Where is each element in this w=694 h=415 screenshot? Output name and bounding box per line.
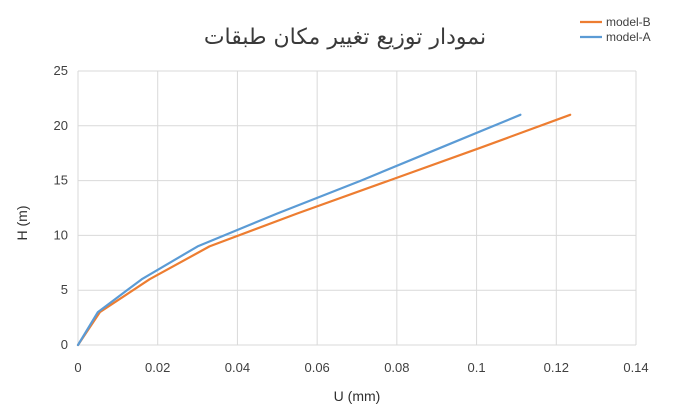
tick-labels: 0 5 10 15 20 25 0 0.02 0.04 0.06 0.08 0.1 0.12 0.14 [54, 63, 649, 375]
y-tick-label: 15 [54, 173, 68, 188]
x-tick-label: 0.08 [384, 360, 409, 375]
series-line-model-a [76, 113, 522, 347]
x-tick-label: 0.06 [304, 360, 329, 375]
x-axis-label: U (mm) [334, 388, 381, 404]
y-tick-label: 5 [61, 282, 68, 297]
chart-title: نمودار توزیع تغییر مکان طبقات [204, 25, 486, 50]
x-tick-label: 0.12 [544, 360, 569, 375]
series-lines [76, 113, 572, 347]
y-tick-label: 10 [54, 227, 68, 242]
y-tick-label: 20 [54, 118, 68, 133]
y-axis-label: H (m) [14, 206, 30, 241]
x-tick-label: 0.14 [623, 360, 648, 375]
grid [77, 70, 637, 346]
x-tick-label: 0.02 [145, 360, 170, 375]
x-tick-label: 0.1 [468, 360, 486, 375]
x-tick-label: 0.04 [225, 360, 250, 375]
legend-label: model-A [606, 30, 651, 44]
y-tick-label: 25 [54, 63, 68, 78]
legend-label: model-B [606, 15, 651, 29]
y-tick-label: 0 [61, 337, 68, 352]
series-line-model-b [76, 113, 572, 347]
x-tick-label: 0 [74, 360, 81, 375]
